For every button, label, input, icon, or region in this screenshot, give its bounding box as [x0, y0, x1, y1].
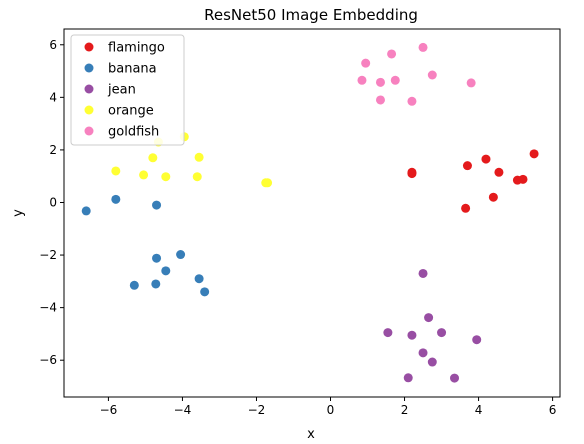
orange-point: [148, 153, 158, 163]
flamingo-point: [481, 154, 491, 164]
y-tick-label: −4: [39, 301, 57, 315]
legend-marker-flamingo: [84, 42, 94, 52]
x-tick-label: 6: [549, 403, 557, 417]
banana-point: [152, 253, 162, 263]
series-flamingo: [407, 149, 539, 213]
orange-point: [139, 170, 149, 180]
flamingo-point: [462, 161, 472, 171]
series-goldfish: [357, 42, 476, 106]
legend-label-orange: orange: [108, 104, 154, 119]
plot-area: [81, 42, 539, 383]
jean-point: [472, 335, 482, 345]
y-axis-label: y: [11, 209, 26, 217]
banana-point: [111, 194, 121, 204]
flamingo-point: [518, 174, 528, 184]
goldfish-point: [375, 77, 385, 87]
banana-point: [129, 280, 139, 290]
flamingo-point: [461, 203, 471, 213]
x-tick-label: 4: [475, 403, 483, 417]
banana-point: [194, 274, 204, 284]
x-tick-label: 2: [401, 403, 409, 417]
jean-point: [403, 373, 413, 383]
banana-point: [161, 266, 171, 276]
y-tick-label: 4: [49, 90, 57, 104]
jean-point: [427, 357, 437, 367]
legend: flamingo banana jean orange goldfish: [70, 34, 185, 146]
goldfish-point: [357, 75, 367, 85]
jean-point: [418, 268, 428, 278]
orange-point: [263, 178, 273, 188]
flamingo-point: [529, 149, 539, 159]
chart-title: ResNet50 Image Embedding: [204, 6, 418, 24]
jean-point: [407, 330, 417, 340]
jean-point: [418, 348, 428, 358]
orange-point: [111, 166, 121, 176]
series-banana: [81, 194, 210, 297]
orange-point: [194, 152, 204, 162]
jean-point: [450, 373, 460, 383]
goldfish-point: [361, 58, 371, 68]
y-axis: −6 −4 −2 0 2 4 6: [39, 38, 64, 367]
legend-marker-banana: [84, 63, 94, 73]
y-tick-label: −2: [39, 248, 57, 262]
goldfish-point: [387, 49, 397, 59]
y-tick-label: 2: [49, 143, 57, 157]
banana-point: [151, 279, 161, 289]
legend-label-goldfish: goldfish: [108, 125, 159, 140]
x-axis: −6 −4 −2 0 2 4 6: [100, 397, 557, 417]
series-jean: [383, 268, 482, 383]
goldfish-point: [466, 78, 476, 88]
goldfish-point: [418, 42, 428, 52]
y-tick-label: 6: [49, 38, 57, 52]
legend-marker-goldfish: [84, 126, 94, 136]
y-tick-label: 0: [49, 195, 57, 209]
orange-point: [192, 172, 202, 182]
x-tick-label: −6: [100, 403, 118, 417]
x-axis-label: x: [307, 427, 315, 442]
y-tick-label: −6: [39, 353, 57, 367]
plot-frame: [63, 28, 561, 398]
banana-point: [81, 206, 91, 216]
jean-point: [383, 328, 393, 338]
legend-box: [70, 34, 185, 146]
banana-point: [176, 250, 186, 260]
jean-point: [424, 313, 434, 323]
jean-point: [437, 328, 447, 338]
goldfish-point: [390, 75, 400, 85]
flamingo-point: [494, 167, 504, 177]
banana-point: [200, 287, 210, 297]
legend-marker-orange: [84, 105, 94, 115]
orange-point: [161, 172, 171, 182]
goldfish-point: [407, 96, 417, 106]
legend-marker-jean: [84, 84, 94, 94]
x-tick-label: −2: [248, 403, 266, 417]
goldfish-point: [375, 95, 385, 105]
flamingo-point: [407, 167, 417, 177]
legend-label-flamingo: flamingo: [108, 41, 165, 56]
banana-point: [152, 200, 162, 210]
x-tick-label: 0: [327, 403, 335, 417]
goldfish-point: [427, 70, 437, 80]
flamingo-point: [488, 192, 498, 202]
x-tick-label: −4: [174, 403, 192, 417]
legend-label-banana: banana: [108, 62, 157, 77]
legend-label-jean: jean: [107, 83, 136, 98]
